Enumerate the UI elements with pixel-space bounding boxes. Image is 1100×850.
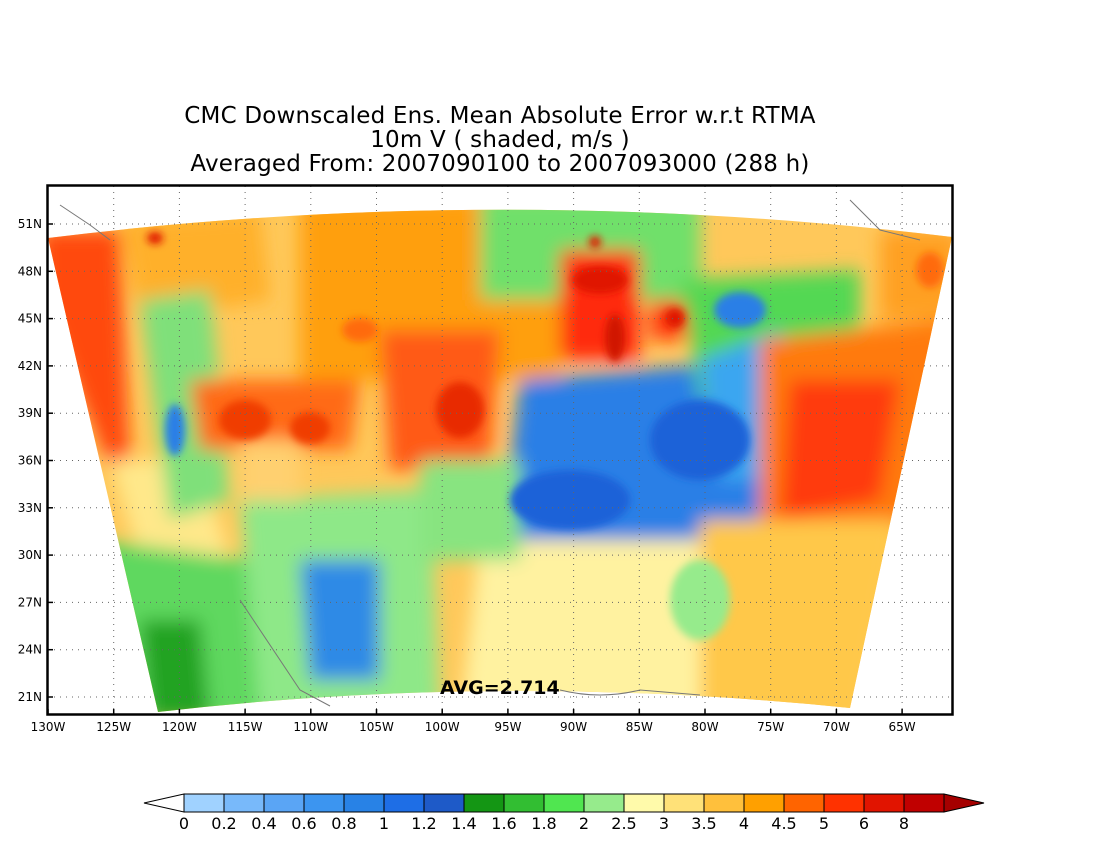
colorbar-swatch [343,793,385,813]
longitude-tick-label: 70W [823,720,850,734]
colorbar-swatch [503,793,545,813]
longitude-tick-label: 115W [228,720,263,734]
longitude-tick-label: 65W [889,720,916,734]
longitude-tick-label: 100W [425,720,460,734]
colorbar-tick-label: 6 [859,814,869,833]
map-frame [46,184,954,716]
latitude-axis: 51N 48N 45N 42N 39N 36N 33N 30N 27N 24N 21N [18,217,53,704]
latitude-tick-label: 36N [18,454,42,468]
map-grid [48,186,952,714]
colorbar-tick-label: 1.4 [451,814,476,833]
latitude-tick-label: 27N [18,595,42,609]
longitude-tick-label: 120W [162,720,197,734]
colorbar-swatch [703,793,745,813]
colorbar-tick-label: 3.5 [691,814,716,833]
colorbar-swatch [543,793,585,813]
colorbar-swatch [223,793,265,813]
colorbar-tick-label: 0.6 [291,814,316,833]
map-title-line-3: Averaged From: 2007090100 to 2007093000 … [190,151,810,177]
colorbar-swatch [783,793,825,813]
colorbar-swatch [263,793,305,813]
colorbar-tick-label: 0.2 [211,814,236,833]
colorbar-swatch [183,793,225,813]
colorbar-swatch [423,793,465,813]
latitude-tick-label: 45N [18,312,42,326]
colorbar-tick-label: 4.5 [771,814,796,833]
colorbar-tick-label: 4 [739,814,749,833]
map-title-line-2: 10m V ( shaded, m/s ) [370,127,630,153]
colorbar-swatch [303,793,345,813]
latitude-tick-label: 42N [18,359,42,373]
longitude-axis: 130W 125W 120W 115W 110W 105W 100W 95W 90W 85W 80W… [31,709,916,734]
colorbar-swatch [583,793,625,813]
colorbar-tick-label: 1.8 [531,814,556,833]
colorbar-tick-label: 8 [899,814,909,833]
latitude-tick-label: 39N [18,406,42,420]
longitude-tick-label: 95W [494,720,521,734]
longitude-tick-label: 85W [626,720,653,734]
colorbar-swatch [383,793,425,813]
latitude-tick-label: 30N [18,548,42,562]
longitude-tick-label: 90W [560,720,587,734]
colorbar-swatch [903,793,945,813]
latitude-tick-label: 24N [18,643,42,657]
latitude-tick-label: 48N [18,264,42,278]
latitude-tick-label: 51N [18,217,42,231]
longitude-tick-label: 130W [31,720,66,734]
colorbar-under-triangle [143,793,185,813]
latitude-tick-label: 21N [18,690,42,704]
colorbar-tick-label: 5 [819,814,829,833]
colorbar-tick-label: 2.5 [611,814,636,833]
longitude-tick-label: 125W [96,720,131,734]
map-title-line-1: CMC Downscaled Ens. Mean Absolute Error … [184,103,816,129]
colorbar-tick-label: 2 [579,814,589,833]
colorbar-swatch [823,793,865,813]
colorbar-swatch [463,793,505,813]
longitude-tick-label: 105W [359,720,394,734]
longitude-tick-label: 80W [691,720,718,734]
colorbar-tick-label: 1 [379,814,389,833]
latitude-tick-label: 33N [18,501,42,515]
colorbar: 0 0.2 0.4 0.6 0.8 1 1.2 1.4 1.6 1.8 2 2.5 3 3.5 4 4.5 5 6… [143,793,985,833]
colorbar-tick-label: 1.6 [491,814,516,833]
colorbar-tick-label: 0.4 [251,814,276,833]
colorbar-swatch [623,793,665,813]
coastline-outline [59,199,921,707]
colorbar-swatch [743,793,785,813]
colorbar-over-triangle [943,793,985,813]
colorbar-tick-label: 3 [659,814,669,833]
colorbar-tick-label: 1.2 [411,814,436,833]
average-label: AVG=2.714 [440,677,560,699]
shaded-error-field [48,209,952,712]
longitude-tick-label: 110W [293,720,328,734]
colorbar-tick-label: 0.8 [331,814,356,833]
longitude-tick-label: 75W [757,720,784,734]
colorbar-swatch [863,793,905,813]
colorbar-tick-label: 0 [179,814,189,833]
colorbar-swatch [663,793,705,813]
